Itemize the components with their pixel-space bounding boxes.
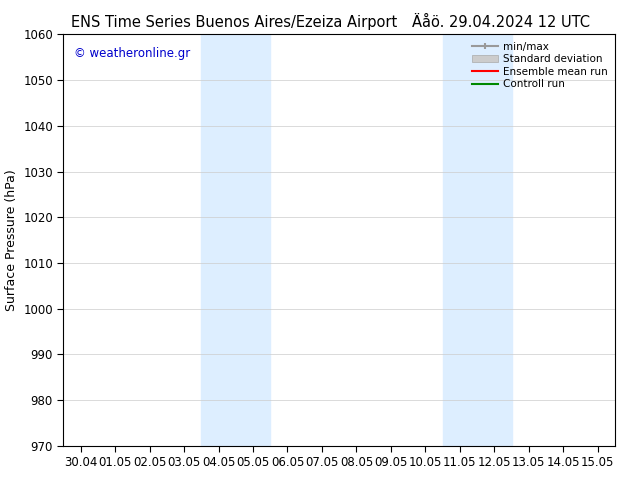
Y-axis label: Surface Pressure (hPa): Surface Pressure (hPa) — [4, 169, 18, 311]
Text: Äåö. 29.04.2024 12 UTC: Äåö. 29.04.2024 12 UTC — [412, 15, 590, 30]
Text: ENS Time Series Buenos Aires/Ezeiza Airport: ENS Time Series Buenos Aires/Ezeiza Airp… — [72, 15, 398, 30]
Legend: min/max, Standard deviation, Ensemble mean run, Controll run: min/max, Standard deviation, Ensemble me… — [467, 37, 612, 94]
Text: © weatheronline.gr: © weatheronline.gr — [74, 47, 191, 60]
Bar — [443, 34, 512, 446]
Bar — [202, 34, 270, 446]
